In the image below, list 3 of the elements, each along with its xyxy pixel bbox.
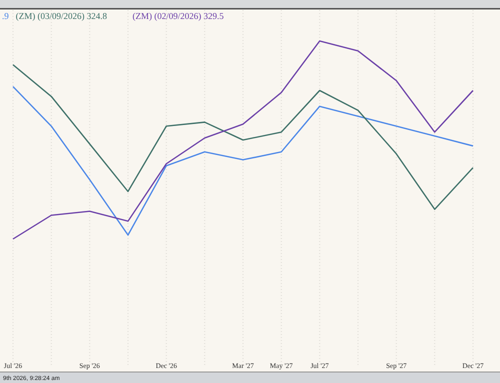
text: (ZM) (03/09/2026) 324.8 bbox=[16, 11, 108, 21]
text: .9 bbox=[2, 11, 10, 21]
text: (ZM) (02/09/2026) 329.5 bbox=[132, 11, 224, 21]
